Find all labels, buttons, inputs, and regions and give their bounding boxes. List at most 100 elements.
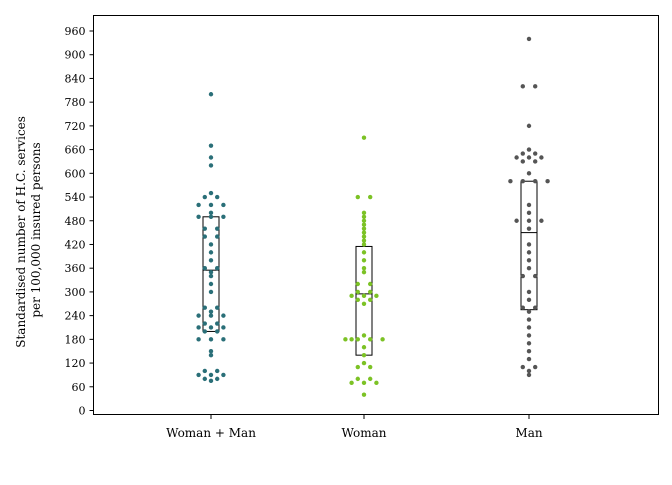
data-point	[361, 333, 367, 338]
data-point	[526, 218, 532, 223]
y-tick-label: 360	[65, 262, 86, 275]
data-point	[202, 329, 207, 334]
data-point	[533, 179, 538, 184]
data-point	[526, 155, 532, 160]
data-point	[361, 301, 367, 306]
data-point	[202, 305, 207, 310]
data-point	[361, 210, 367, 216]
y-tick-label: 540	[65, 191, 86, 204]
data-point	[196, 325, 201, 330]
data-point	[526, 317, 532, 322]
data-point	[361, 293, 367, 299]
data-point	[355, 376, 360, 382]
data-point	[202, 376, 207, 382]
data-point	[526, 368, 532, 374]
data-point	[361, 230, 367, 235]
data-point	[196, 214, 201, 219]
data-point	[349, 337, 354, 342]
data-point	[355, 289, 360, 295]
data-point	[539, 218, 544, 223]
data-point	[526, 265, 532, 271]
data-point	[533, 159, 538, 164]
data-point	[526, 325, 532, 330]
data-point	[361, 345, 367, 350]
data-point	[508, 179, 513, 184]
data-point	[196, 313, 201, 318]
data-point	[208, 337, 214, 342]
data-point	[196, 202, 201, 208]
data-point	[208, 352, 214, 358]
data-point	[208, 289, 214, 295]
data-point	[526, 123, 532, 129]
y-tick-label: 840	[65, 72, 86, 85]
data-point	[208, 273, 214, 279]
data-point	[215, 265, 220, 271]
data-point	[208, 269, 214, 275]
data-point	[526, 202, 532, 208]
data-point	[361, 218, 367, 223]
data-point	[533, 364, 538, 370]
y-tick-label: 720	[65, 120, 86, 133]
x-axis: Woman + Man Woman Man	[166, 414, 543, 440]
data-point	[361, 258, 367, 263]
data-point	[208, 92, 214, 97]
data-point	[208, 258, 214, 263]
y-tick-label: 900	[65, 49, 86, 62]
data-point	[355, 194, 360, 200]
data-point	[221, 313, 226, 318]
data-point	[215, 234, 220, 239]
data-point	[526, 242, 532, 247]
data-point	[215, 321, 220, 326]
data-point	[361, 226, 367, 231]
y-axis-title-line-1: Standardised number of H.C. services	[14, 116, 28, 348]
data-point	[208, 242, 214, 247]
data-point	[361, 352, 367, 358]
data-point	[520, 151, 525, 156]
plot-frame	[93, 15, 659, 415]
data-point	[368, 281, 373, 287]
data-point	[520, 305, 525, 310]
data-point	[526, 356, 532, 362]
data-point	[361, 265, 367, 271]
data-point	[526, 147, 532, 152]
data-point	[202, 226, 207, 231]
data-point	[202, 321, 207, 326]
data-point	[526, 289, 532, 295]
data-point	[368, 194, 373, 200]
boxes-layer	[202, 180, 538, 356]
data-point	[208, 202, 214, 208]
y-tick-label: 120	[65, 357, 86, 370]
y-tick-label: 660	[65, 144, 86, 157]
data-point	[533, 84, 538, 89]
data-point	[208, 163, 214, 168]
data-point	[221, 337, 226, 342]
data-point	[361, 380, 367, 386]
data-point	[533, 273, 538, 279]
data-point	[343, 337, 348, 342]
data-point	[368, 364, 373, 370]
data-point	[533, 151, 538, 156]
y-tick-label: 180	[65, 333, 86, 346]
data-point	[526, 297, 532, 303]
data-point	[215, 226, 220, 231]
data-point	[368, 376, 373, 382]
data-point	[526, 226, 532, 231]
data-point	[208, 281, 214, 287]
data-point	[202, 234, 207, 239]
data-point	[208, 155, 214, 160]
data-point	[221, 325, 226, 330]
data-point	[520, 159, 525, 164]
y-axis: 0 60 120 180 240 300 360 420 480 540 600 660 720 780 8…	[65, 25, 94, 418]
data-point	[202, 194, 207, 200]
data-point	[355, 337, 360, 342]
data-point	[526, 349, 532, 354]
data-point	[368, 289, 373, 295]
data-point	[361, 214, 367, 219]
data-point	[361, 135, 367, 140]
data-point	[349, 293, 354, 299]
x-category-label: Woman + Man	[166, 426, 256, 440]
y-tick-label: 780	[65, 96, 86, 109]
data-point	[208, 349, 214, 354]
